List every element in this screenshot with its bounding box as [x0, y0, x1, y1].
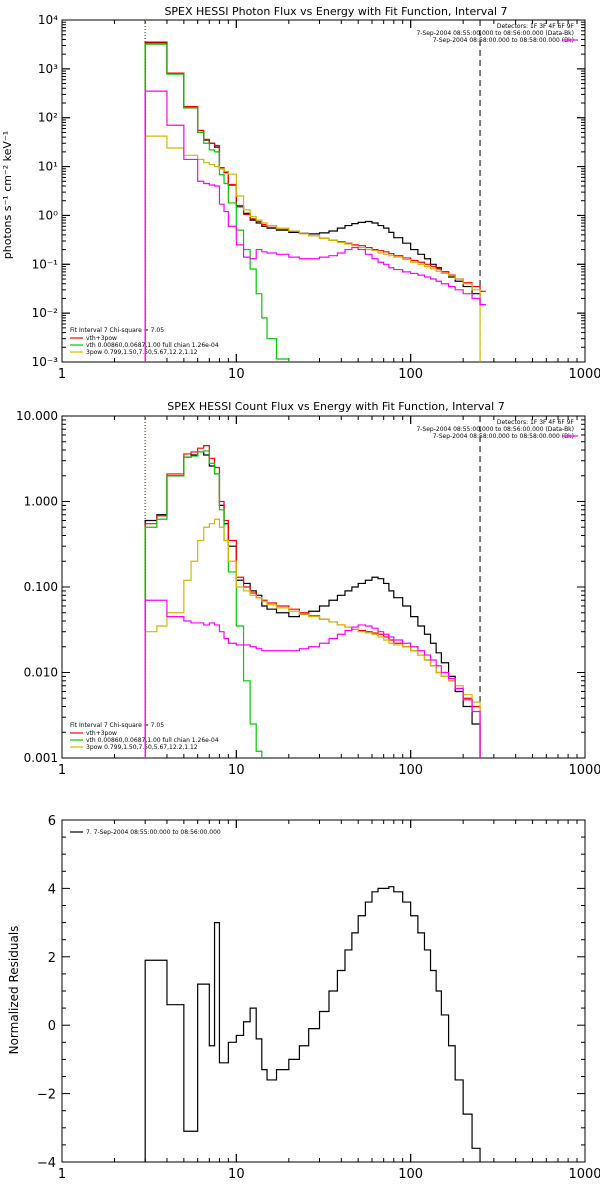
y-tick-label: 0 — [48, 1019, 56, 1034]
series-vth+3pow — [144, 42, 486, 362]
header-line: 7-Sep-2004 08:55:00.000 to 08:56:00.000 … — [416, 426, 574, 433]
header-line: Detectors: 1F 3F 4F 6F 9F — [497, 23, 575, 30]
y-tick-label: 10⁻³ — [32, 355, 59, 369]
x-tick-label: 10 — [228, 763, 245, 778]
fit-legend-label: vth+3pow — [86, 335, 117, 342]
y-tick-label: 4 — [48, 882, 56, 897]
y-axis-ticks — [62, 415, 585, 759]
series-bk — [144, 90, 486, 362]
plot-frame — [61, 19, 586, 363]
header-line: 7-Sep-2004 08:58:00.000 to 08:58:00.000 … — [433, 433, 574, 440]
series-vth — [144, 43, 290, 362]
y-tick-label: 6 — [48, 814, 56, 829]
header-line: 7-Sep-2004 08:58:00.000 to 08:58:00.000 … — [433, 37, 574, 44]
y-axis-label: Normalized Residuals — [7, 926, 21, 1055]
x-axis-ticks — [61, 416, 586, 758]
x-tick-label: 1000 — [568, 367, 600, 382]
x-tick-label: 100 — [398, 367, 423, 382]
x-tick-label: 10 — [228, 367, 245, 382]
plot-frame — [61, 415, 586, 759]
series-vth — [144, 450, 263, 758]
fit-legend-label: 3pow 0.799,1.50,7.50,5.67,12.2,1.12 — [86, 349, 198, 356]
y-tick-label: 0.010 — [24, 666, 58, 680]
count-flux-chart: SPEX HESSI Count Flux vs Energy with Fit… — [16, 400, 600, 778]
y-tick-label: 0.100 — [24, 580, 58, 594]
chart-title: SPEX HESSI Photon Flux vs Energy with Fi… — [164, 5, 507, 18]
x-tick-label: 100 — [398, 1167, 423, 1182]
y-axis-ticks — [62, 19, 585, 363]
y-tick-label: 10² — [38, 111, 58, 125]
series-3pow — [144, 518, 481, 758]
fit-legend-label: vth 0.00860,0.0687,1.00 full chian 1.26e… — [86, 342, 219, 349]
y-tick-label: 10¹ — [38, 160, 58, 174]
legend-label: 7. 7-Sep-2004 08:55:00.000 to 08:56:00.0… — [86, 829, 221, 836]
x-axis-ticks — [61, 20, 586, 362]
x-tick-label: 10 — [228, 1167, 245, 1182]
series-vth+3pow — [144, 445, 481, 758]
y-tick-label: 10.000 — [16, 409, 58, 423]
x-tick-label: 1 — [58, 763, 66, 778]
y-tick-label: 0.001 — [24, 751, 58, 765]
fit-legend-label: vth 0.00860,0.0687,1.00 full chian 1.26e… — [86, 737, 219, 744]
y-tick-label: 2 — [48, 951, 56, 966]
header-line: Detectors: 1F 3F 4F 6F 9F — [497, 419, 575, 426]
series-3pow — [144, 135, 481, 362]
header-line: 7-Sep-2004 08:55:00.000 to 08:56:00.000 … — [416, 30, 574, 37]
y-tick-label: 10⁰ — [38, 208, 58, 222]
y-tick-label: 10³ — [38, 62, 58, 76]
x-axis-ticks — [61, 820, 586, 1162]
chart-title: SPEX HESSI Count Flux vs Energy with Fit… — [167, 400, 504, 413]
x-tick-label: 1 — [58, 367, 66, 382]
y-tick-label: 10⁻² — [32, 306, 59, 320]
series-data-bk — [144, 41, 486, 362]
fit-info-line: Fit Interval 7 Chi-square = 7.05 — [70, 327, 164, 334]
y-axis-ticks — [62, 819, 585, 1163]
y-tick-label: 10⁴ — [38, 13, 58, 27]
y-axis-label: photons s⁻¹ cm⁻² keV⁻¹ — [1, 131, 14, 259]
fit-info-line: Fit Interval 7 Chi-square = 7.05 — [70, 722, 164, 729]
x-tick-label: 1 — [58, 1167, 66, 1182]
plot-frame — [61, 819, 586, 1163]
fit-legend-label: vth+3pow — [86, 730, 117, 737]
series-data-bk — [144, 451, 481, 758]
x-tick-label: 1000 — [568, 763, 600, 778]
y-tick-label: −4 — [37, 1156, 56, 1171]
y-tick-label: 10⁻¹ — [32, 257, 59, 271]
series-residuals — [144, 886, 481, 1162]
residuals-chart: Normalized Residuals 7. 7-Sep-2004 08:55… — [7, 814, 600, 1182]
series-bk — [144, 599, 481, 758]
fit-legend-label: 3pow 0.799,1.50,7.50,5.67,12.2,1.12 — [86, 744, 198, 751]
x-tick-label: 100 — [398, 763, 423, 778]
y-tick-label: −2 — [37, 1088, 56, 1103]
y-tick-label: 1.000 — [24, 495, 58, 509]
photon-flux-chart: SPEX HESSI Photon Flux vs Energy with Fi… — [1, 5, 600, 382]
x-tick-label: 1000 — [568, 1167, 600, 1182]
